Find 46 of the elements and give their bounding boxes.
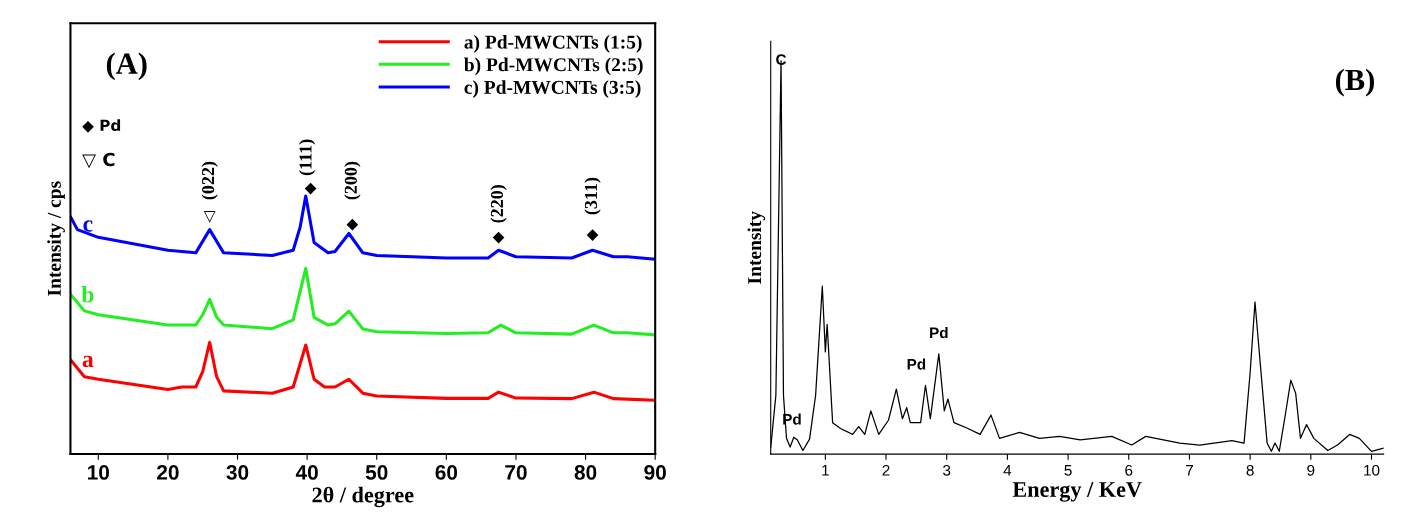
x-tick-label: 10 <box>88 465 110 480</box>
annotation: (B) <box>1335 68 1374 97</box>
annotation: (311) <box>584 177 601 215</box>
x-tick-label: 80 <box>574 465 597 480</box>
annotation: Pd <box>907 358 926 370</box>
x-tick-label: 6 <box>1125 464 1133 476</box>
x-tick-label: 60 <box>435 465 458 480</box>
annotation: Pd <box>930 327 948 339</box>
x-tick-label: 40 <box>295 465 318 480</box>
x-tick-label: 7 <box>1185 465 1193 476</box>
x-tick-label: 90 <box>644 465 666 480</box>
annotation: (200) <box>344 161 361 200</box>
text: (111) <box>298 139 316 176</box>
x-tick-label: 20 <box>157 465 179 480</box>
annotation: ◆ <box>346 218 359 231</box>
text: (A) <box>106 52 147 81</box>
y-axis-title: Intensity <box>747 211 766 284</box>
x-tick-label: 70 <box>505 465 527 480</box>
text: ◆ Pd <box>82 119 121 133</box>
x-tick-label: 4 <box>1003 465 1012 476</box>
legend-label: a) Pd-MWCNTs (1:5) <box>464 35 642 53</box>
x-axis-title: 2θ / degree <box>312 486 414 508</box>
x-tick-label: 30 <box>226 465 249 480</box>
x-tick-label: 8 <box>1246 464 1254 476</box>
annotation: C <box>776 54 787 66</box>
text: ▽ C <box>82 152 115 169</box>
text: ◆ <box>304 182 317 195</box>
annotation: c <box>83 220 93 232</box>
x-tick-label: 2 <box>882 464 890 476</box>
x-tick-label: 50 <box>365 465 388 480</box>
x-axis-title: Energy / KeV <box>1012 482 1142 502</box>
annotation: b <box>81 285 94 303</box>
x-tick-label: 10 <box>1364 464 1380 476</box>
annotation: a <box>82 355 94 368</box>
annotation: (220) <box>490 185 507 223</box>
x-tick-label: 5 <box>1064 465 1072 476</box>
legend-label: b) Pd-MWCNTs (2:5) <box>464 57 643 76</box>
legend-label: c) Pd-MWCNTs (3:5) <box>464 80 641 98</box>
x-tick-label: 3 <box>943 464 951 476</box>
x-tick-label: 9 <box>1307 464 1315 476</box>
annotation: ◆ <box>492 231 505 244</box>
annotation: ▽ <box>203 211 216 223</box>
x-tick-label: 1 <box>822 465 829 476</box>
y-axis-title: Intensity / cps <box>47 181 65 296</box>
annotation: (022) <box>201 161 218 200</box>
annotation: ◆ <box>586 229 599 241</box>
